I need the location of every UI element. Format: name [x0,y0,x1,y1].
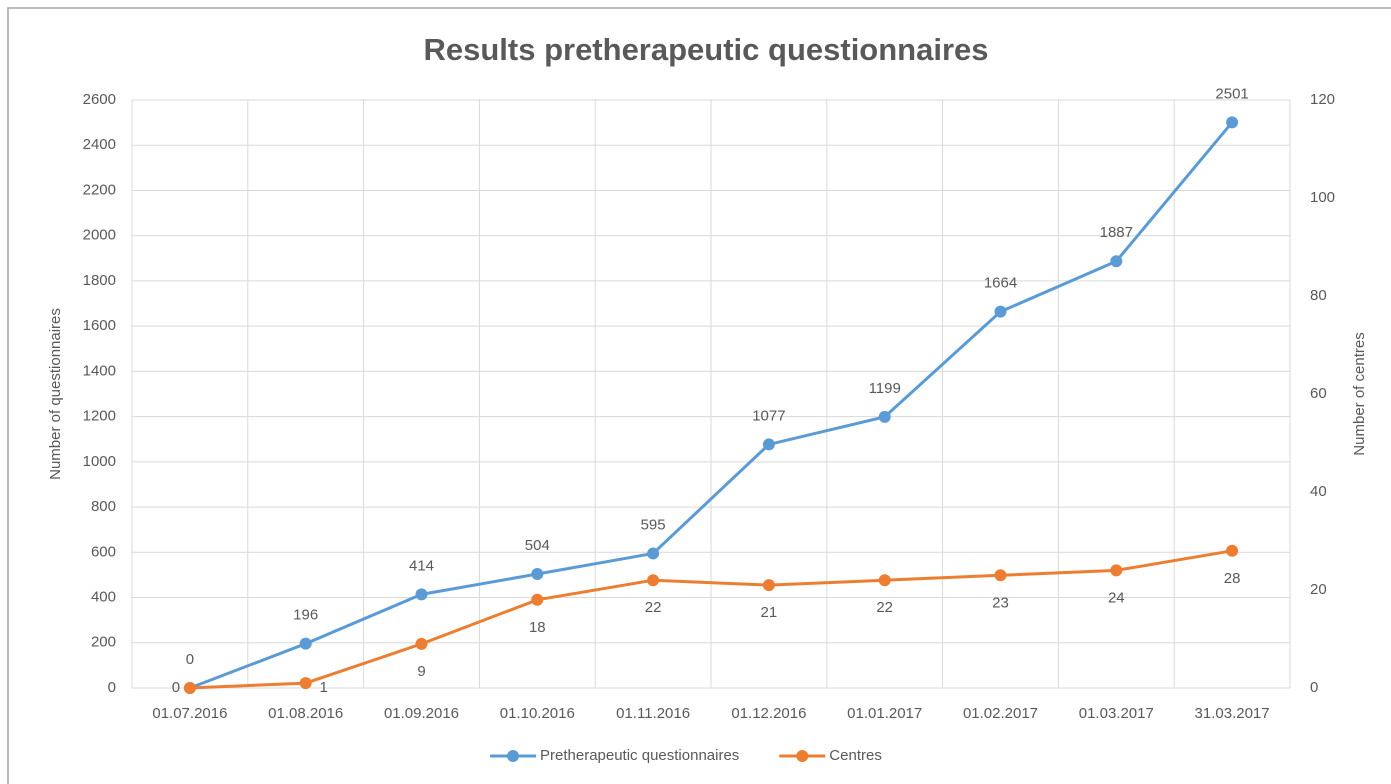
y2-tick-label: 20 [1310,581,1327,598]
data-point [183,682,196,694]
data-point [1226,116,1239,129]
y-tick-label: 0 [108,679,116,696]
x-tick-label: 01.02.2017 [963,705,1038,722]
data-point [299,677,312,690]
y2-tick-label: 60 [1310,385,1327,402]
y-tick-label: 1800 [83,272,116,289]
y-tick-label: 600 [91,543,116,560]
data-label: 28 [1224,570,1241,587]
y-tick-label: 2000 [83,227,116,244]
legend-marker [796,750,809,762]
x-tick-label: 01.09.2016 [384,705,459,722]
x-tick-label: 01.12.2016 [731,705,806,722]
data-label: 23 [992,594,1009,611]
y2-tick-label: 40 [1310,483,1327,500]
data-label: 595 [641,516,666,533]
x-tick-label: 01.10.2016 [500,705,575,722]
data-point [415,637,428,650]
data-point [762,438,775,451]
x-tick-label: 01.07.2016 [152,705,227,722]
y2-axis-title: Number of centres [1351,332,1368,455]
legend-marker [507,750,519,762]
data-label: 504 [525,537,550,554]
y-tick-label: 1200 [83,408,116,425]
data-point [1110,255,1123,268]
data-label: 24 [1108,589,1125,606]
x-tick-label: 31.03.2017 [1195,705,1270,722]
y-tick-label: 800 [91,498,116,515]
data-label: 196 [293,607,318,624]
data-label: 2501 [1215,85,1248,102]
y-tick-label: 2600 [83,91,116,108]
x-tick-label: 01.03.2017 [1079,705,1154,722]
data-label: 1199 [869,380,901,397]
data-label: 18 [529,619,546,636]
data-point [531,568,544,581]
data-point [647,574,660,587]
data-label: 1887 [1100,224,1133,241]
data-label: 22 [876,599,893,616]
data-point [531,593,544,606]
data-point [415,588,428,601]
y-tick-label: 200 [91,634,116,651]
y-tick-label: 2400 [83,136,116,153]
data-point [994,305,1007,318]
y-tick-label: 1000 [83,453,116,470]
y-tick-label: 1600 [83,317,116,334]
data-label: 0 [186,651,194,668]
chart-title: Results pretherapeutic questionnaires [423,32,988,67]
data-label: 1 [320,679,328,696]
data-label: 9 [417,663,425,680]
data-point [878,574,891,587]
y-tick-label: 2200 [83,181,116,198]
data-point [878,410,891,423]
y2-tick-label: 100 [1310,189,1335,206]
y-axis-title: Number of questionnaires [47,308,64,480]
legend-label: Pretherapeutic questionnaires [540,747,739,764]
data-point [994,569,1007,582]
y2-tick-label: 0 [1310,679,1318,696]
data-label: 1077 [752,407,785,424]
data-label: 22 [645,599,662,616]
x-tick-label: 01.08.2016 [268,705,343,722]
y2-tick-label: 120 [1310,91,1335,108]
x-tick-label: 01.01.2017 [847,705,922,722]
legend-label: Centres [829,747,882,764]
data-label: 1664 [984,275,1017,292]
series-line [189,121,1234,690]
data-label: 414 [409,557,434,574]
chart-border [7,7,1391,784]
data-label: 0 [172,679,180,696]
data-label: 21 [761,604,778,621]
x-tick-label: 01.11.2016 [616,705,690,722]
data-point [299,637,312,650]
y-tick-label: 1400 [83,362,116,379]
data-point [1226,544,1239,557]
data-point [647,547,660,560]
y2-tick-label: 80 [1310,287,1327,304]
data-point [762,579,775,592]
y-tick-label: 400 [91,589,116,606]
data-point [1110,564,1123,577]
series-line [189,549,1233,690]
